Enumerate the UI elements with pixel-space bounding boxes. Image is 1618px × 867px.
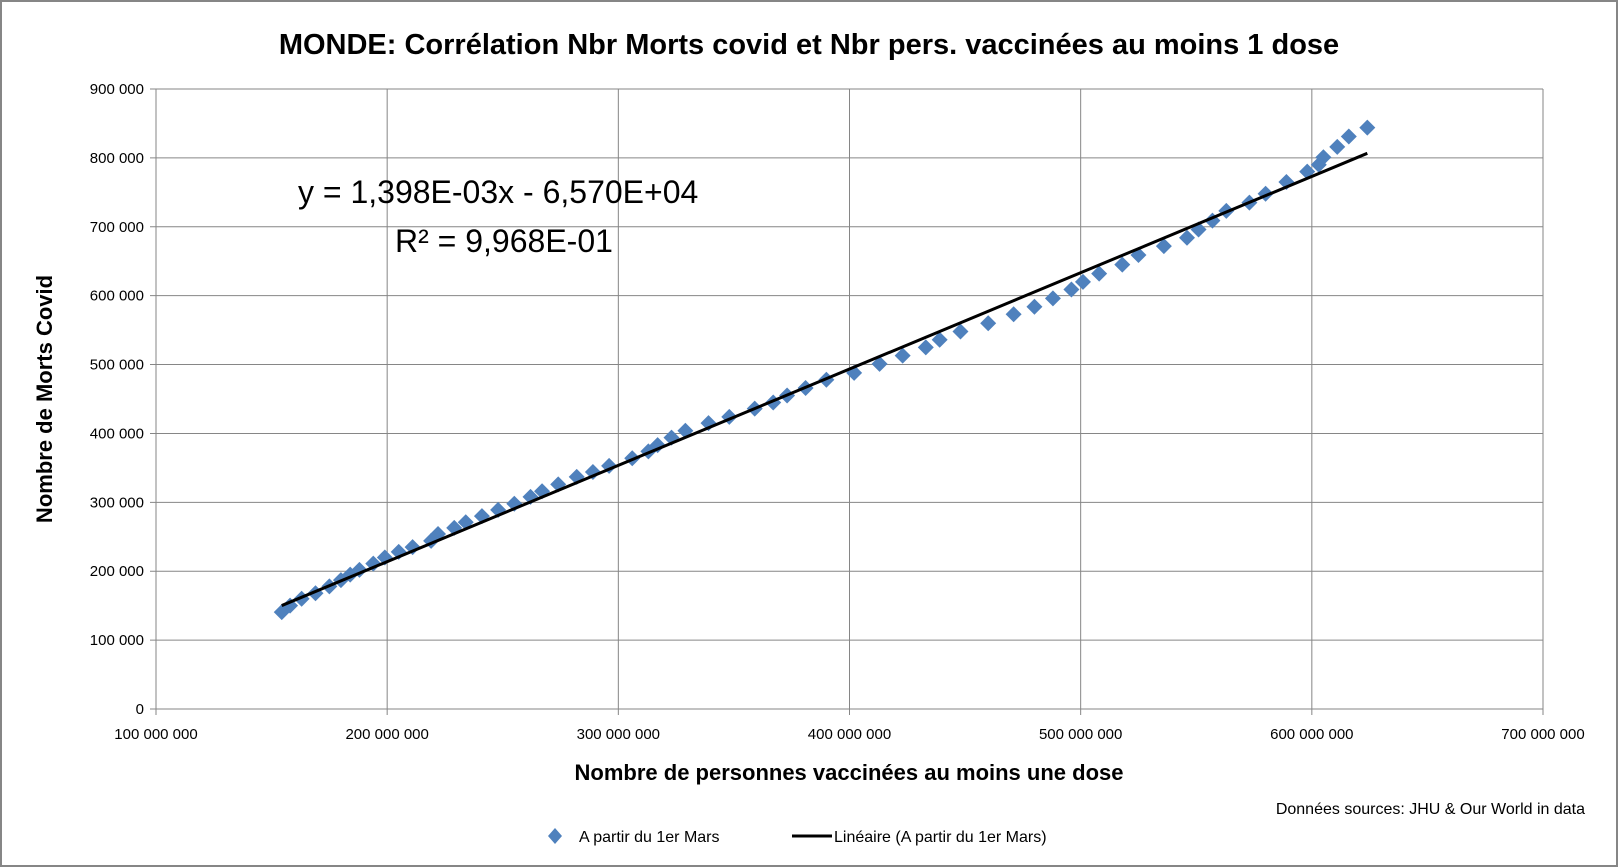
trendline-r2: R² = 9,968E-01	[395, 223, 613, 259]
y-tick-label: 400 000	[90, 425, 144, 442]
y-tick-label: 900 000	[90, 81, 144, 98]
data-point	[894, 347, 911, 364]
trendline-equation: y = 1,398E-03x - 6,570E+04	[298, 174, 698, 210]
x-tick-label: 500 000 000	[1039, 726, 1122, 743]
data-point	[1114, 256, 1131, 273]
x-tick-label: 700 000 000	[1501, 726, 1584, 743]
y-tick-label: 100 000	[90, 632, 144, 649]
trendline-group	[281, 151, 1368, 607]
data-point	[1063, 281, 1080, 298]
data-point	[980, 315, 997, 332]
data-point	[1155, 238, 1172, 255]
source-note: Données sources: JHU & Our World in data	[1276, 801, 1585, 818]
y-axis-title: Nombre de Morts Covid	[32, 275, 57, 523]
data-point	[1179, 229, 1196, 246]
legend-trendline-label: Linéaire (A partir du 1er Mars)	[834, 829, 1047, 846]
x-tick-label: 600 000 000	[1270, 726, 1353, 743]
legend-marker-diamond-icon	[548, 828, 562, 844]
y-axis-ticks: 0 100 000 200 000 300 000 400 000 500 000 600 …	[90, 81, 144, 718]
y-tick-label: 600 000	[90, 288, 144, 305]
data-point	[1091, 265, 1108, 282]
data-point	[1044, 290, 1061, 307]
x-tick-label: 100 000 000	[114, 726, 197, 743]
x-tick-label: 400 000 000	[808, 726, 891, 743]
y-tick-label: 800 000	[90, 150, 144, 167]
data-point	[1329, 138, 1346, 155]
y-tick-label: 300 000	[90, 494, 144, 511]
data-point	[1359, 119, 1376, 136]
x-axis-title: Nombre de personnes vaccinées au moins u…	[575, 760, 1124, 785]
legend: A partir du 1er Mars Linéaire (A partir …	[548, 828, 1047, 846]
data-point	[1340, 128, 1357, 145]
data-point	[1026, 298, 1043, 315]
trendline	[281, 151, 1368, 607]
data-point	[931, 331, 948, 348]
data-point	[917, 339, 934, 356]
y-tick-label: 500 000	[90, 357, 144, 374]
grid	[150, 88, 1544, 715]
data-point	[1005, 306, 1022, 323]
x-tick-label: 200 000 000	[345, 726, 428, 743]
y-tick-label: 700 000	[90, 219, 144, 236]
chart-title: MONDE: Corrélation Nbr Morts covid et Nb…	[279, 29, 1339, 61]
data-points	[273, 119, 1376, 621]
data-point	[490, 501, 507, 518]
y-tick-label: 200 000	[90, 563, 144, 580]
data-point	[1074, 273, 1091, 290]
x-tick-label: 300 000 000	[577, 726, 660, 743]
x-axis-ticks: 100 000 000 200 000 000 300 000 000 400 000…	[114, 726, 1584, 743]
y-tick-label: 0	[136, 701, 144, 718]
data-point	[952, 323, 969, 340]
legend-series-label: A partir du 1er Mars	[579, 829, 720, 846]
data-point	[871, 355, 888, 372]
data-point	[1315, 149, 1332, 166]
